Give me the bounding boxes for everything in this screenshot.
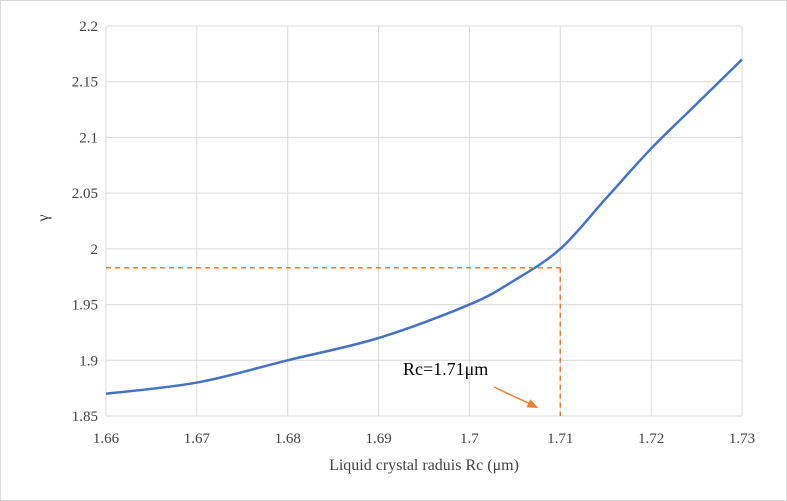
y-axis-title: γ: [35, 214, 52, 222]
x-tick-label: 1.68: [275, 431, 301, 447]
y-tick-label: 1.9: [79, 353, 98, 369]
x-tick-label: 1.67: [184, 431, 211, 447]
annotation-arrow: [493, 386, 533, 406]
x-tick-label: 1.73: [729, 431, 755, 447]
grid: [105, 25, 743, 417]
x-tick-label: 1.69: [365, 431, 391, 447]
y-tick-label: 2.1: [79, 130, 98, 146]
x-tick-label: 1.7: [460, 431, 479, 447]
y-tick-label: 2.15: [72, 75, 98, 91]
y-tick-label: 2.2: [79, 19, 98, 35]
x-tick-label: 1.71: [547, 431, 573, 447]
y-axis-ticks: 1.85 1.9 1.95 2 2.05 2.1 2.15 2.2: [72, 19, 98, 425]
y-tick-label: 2: [91, 242, 99, 258]
x-axis-title: Liquid crystal raduis Rc (μm): [329, 457, 519, 474]
annotation-arrow-head: [526, 399, 539, 408]
x-tick-label: 1.72: [638, 431, 664, 447]
annotation-group: Rc=1.71μm: [106, 267, 562, 416]
series-group: [105, 58, 743, 395]
series-line: [105, 58, 743, 395]
y-tick-label: 1.85: [72, 409, 98, 425]
y-tick-label: 1.95: [72, 298, 98, 314]
y-tick-label: 2.05: [72, 186, 98, 202]
annotation-label: Rc=1.71μm: [403, 359, 488, 379]
x-tick-label: 1.66: [93, 431, 120, 447]
x-axis-ticks: 1.66 1.67 1.68 1.69 1.7 1.71 1.72 1.73: [93, 431, 755, 447]
